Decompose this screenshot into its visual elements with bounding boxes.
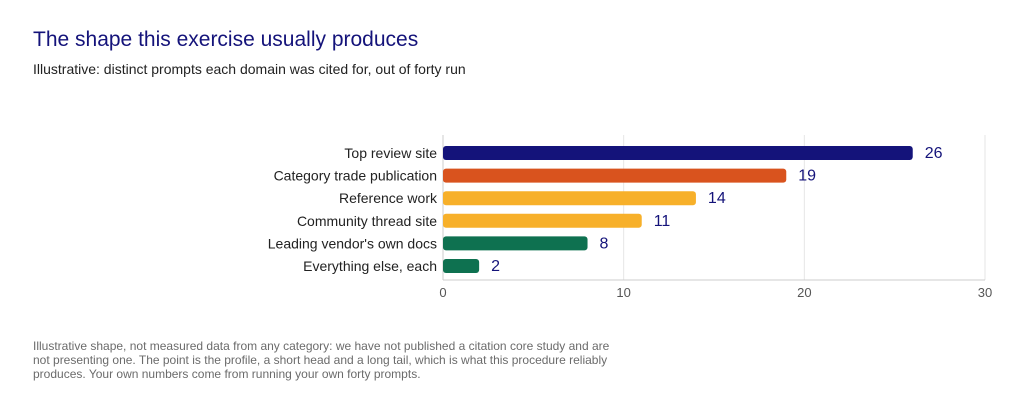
category-label: Leading vendor's own docs [268,235,437,251]
value-label: 26 [925,145,943,162]
category-label: Category trade publication [274,168,437,184]
x-axis: 0 10 20 30 [439,279,992,300]
bars: Top review site 26 Category trade publicat… [268,145,943,275]
x-tick-label: 10 [616,285,630,300]
chart-title: The shape this exercise usually produces [33,28,419,51]
bar [443,259,480,273]
bar-chart: Top review site 26 Category trade publicat… [268,135,992,300]
value-label: 14 [708,190,726,207]
x-tick-label: 20 [797,285,811,300]
value-label: 2 [491,258,500,275]
bar [443,191,696,206]
footnote: Illustrative shape, not measured data fr… [33,339,610,381]
bar [443,213,642,228]
bar [443,236,588,251]
value-label: 11 [654,213,671,230]
x-tick-label: 30 [978,285,992,300]
value-label: 19 [798,168,816,185]
category-label: Top review site [344,145,437,161]
category-label: Reference work [339,190,438,206]
bar [443,168,787,183]
category-label: Community thread site [297,213,437,229]
bar [443,146,913,160]
value-label: 8 [600,235,609,252]
x-tick-label: 0 [439,285,446,300]
category-label: Everything else, each [303,258,437,274]
chart-subtitle: Illustrative: distinct prompts each doma… [33,61,466,77]
